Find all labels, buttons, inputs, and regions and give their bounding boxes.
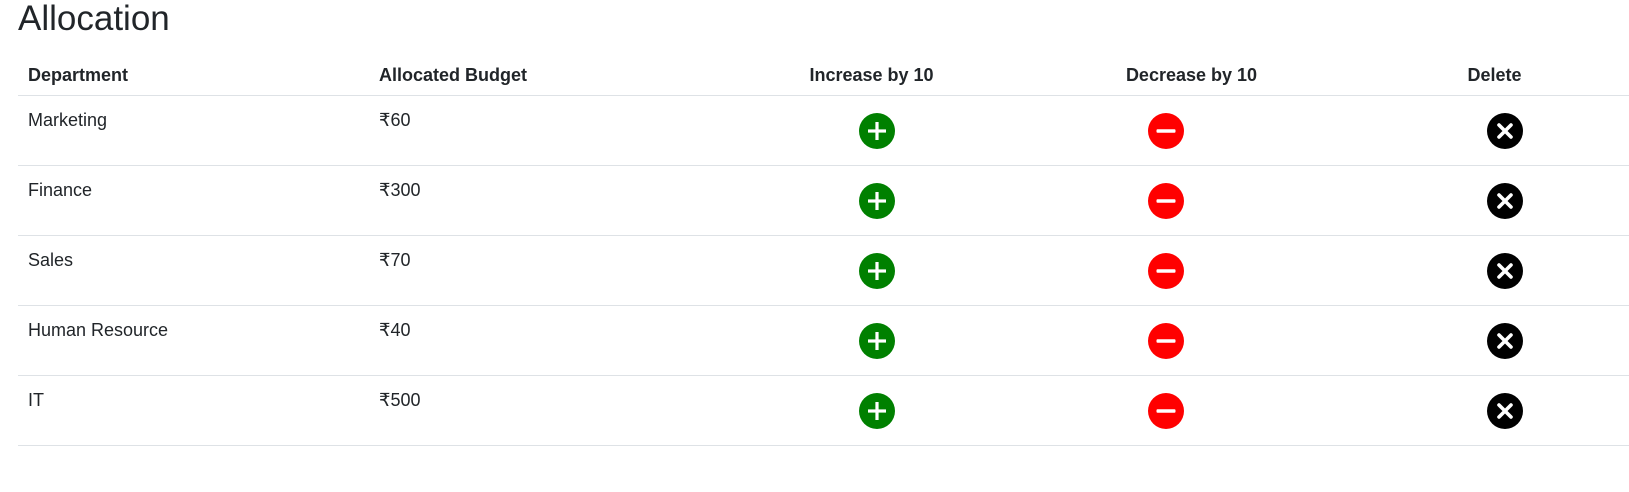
delete-button[interactable] <box>1486 112 1523 149</box>
minus-circle-icon <box>1156 128 1175 133</box>
x-circle-icon <box>1496 122 1513 139</box>
allocation-section: Allocation Department Allocated Budget I… <box>18 0 1629 446</box>
minus-circle-icon <box>1156 408 1175 413</box>
department-cell: Marketing <box>18 95 369 166</box>
table-header-row: Department Allocated Budget Increase by … <box>18 55 1629 96</box>
column-header-budget: Allocated Budget <box>369 55 720 96</box>
department-cell: Human Resource <box>18 305 369 376</box>
table-row: Marketing ₹60 <box>18 95 1629 166</box>
plus-circle-icon <box>867 191 886 210</box>
table-row: Finance ₹300 <box>18 165 1629 236</box>
decrease-button[interactable] <box>1147 112 1184 149</box>
delete-button[interactable] <box>1486 252 1523 289</box>
delete-button[interactable] <box>1486 322 1523 359</box>
plus-circle-icon <box>867 121 886 140</box>
x-circle-icon <box>1496 402 1513 419</box>
table-row: IT ₹500 <box>18 375 1629 446</box>
budget-cell: ₹40 <box>369 305 720 376</box>
delete-button[interactable] <box>1486 392 1523 429</box>
decrease-button[interactable] <box>1147 182 1184 219</box>
minus-circle-icon <box>1156 268 1175 273</box>
column-header-department: Department <box>18 55 369 96</box>
page-title: Allocation <box>18 0 170 38</box>
x-circle-icon <box>1496 192 1513 209</box>
minus-circle-icon <box>1156 338 1175 343</box>
column-header-increase: Increase by 10 <box>720 55 1023 96</box>
budget-cell: ₹60 <box>369 95 720 166</box>
budget-cell: ₹70 <box>369 235 720 306</box>
increase-button[interactable] <box>858 182 895 219</box>
table-row: Human Resource ₹40 <box>18 305 1629 376</box>
increase-button[interactable] <box>858 392 895 429</box>
increase-button[interactable] <box>858 252 895 289</box>
allocation-table: Department Allocated Budget Increase by … <box>18 55 1629 446</box>
plus-circle-icon <box>867 261 886 280</box>
decrease-button[interactable] <box>1147 322 1184 359</box>
plus-circle-icon <box>867 401 886 420</box>
department-cell: IT <box>18 375 369 446</box>
department-cell: Sales <box>18 235 369 306</box>
budget-cell: ₹300 <box>369 165 720 236</box>
decrease-button[interactable] <box>1147 252 1184 289</box>
x-circle-icon <box>1496 262 1513 279</box>
column-header-decrease: Decrease by 10 <box>1023 55 1360 96</box>
department-cell: Finance <box>18 165 369 236</box>
increase-button[interactable] <box>858 322 895 359</box>
minus-circle-icon <box>1156 198 1175 203</box>
column-header-delete: Delete <box>1360 55 1629 96</box>
budget-cell: ₹500 <box>369 375 720 446</box>
increase-button[interactable] <box>858 112 895 149</box>
delete-button[interactable] <box>1486 182 1523 219</box>
plus-circle-icon <box>867 331 886 350</box>
x-circle-icon <box>1496 332 1513 349</box>
decrease-button[interactable] <box>1147 392 1184 429</box>
table-row: Sales ₹70 <box>18 235 1629 306</box>
